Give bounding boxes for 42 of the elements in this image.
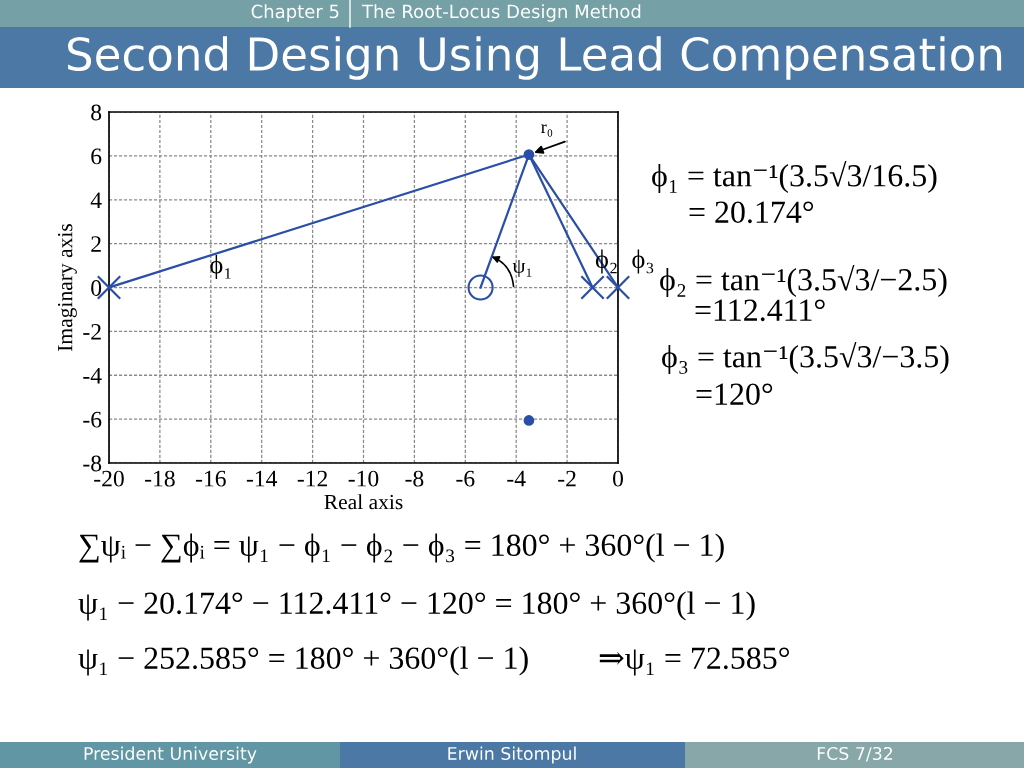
text: =112.411° [695,299,825,322]
chart-subtitle: The Root-Locus Design Method [361,4,641,22]
x-tick-label: -12 [297,470,328,487]
text: FCS 7/32 [817,746,893,762]
x-axis-title: Real axis [324,494,403,510]
text: ϕ₂ = tan⁻¹(3.5√3/−2.5) [660,264,947,298]
text: President University [84,746,257,764]
x-tick-label: 0 [613,470,623,487]
text: ψ₁ − 20.174° − 112.411° − 120° = 180° + 360°(l − 1) [78,591,755,621]
annotation: ψ₁ [512,259,532,277]
text: ϕ₃ = tan⁻¹(3.5√3/−3.5) [662,341,949,375]
y-axis-title: Imaginary axis [57,224,77,351]
text: = 20.174° [689,201,814,224]
text: ψ₁ − 252.585° = 180° + 360°(l − 1) [78,646,528,676]
y-tick-label: -4 [83,367,102,384]
chart-title: Second Design Using Lead Compensation [67,36,1002,80]
y-tick-label: 2 [91,236,101,252]
y-tick-label: -8 [83,455,102,472]
y-tick-label: 8 [91,104,102,121]
x-tick-label: -18 [145,470,175,487]
y-tick-label: 4 [90,192,102,208]
x-tick-label: -4 [507,470,526,487]
x-tick-label: -20 [94,470,124,487]
annotation: ϕ₁ [210,255,231,279]
x-tick-label: -8 [405,470,424,487]
x-tick-label: -10 [348,470,379,487]
text: ⇒ψ₁ = 72.585° [599,647,789,676]
x-tick-label: -6 [456,470,475,487]
y-tick-label: 0 [91,279,102,296]
y-tick-label: -6 [83,411,102,428]
x-tick-label: -14 [246,470,278,487]
y-tick-label: 6 [91,148,102,165]
text: ∑ψᵢ − ∑ϕᵢ = ψ₁ − ϕ₁ − ϕ₂ − ϕ₃ = 180° + 360°(l − 1) [79,533,724,563]
y-tick-label: -2 [83,323,101,340]
text: Chapter 5 [251,4,339,22]
x-tick-label: -2 [558,470,576,487]
x-tick-label: -16 [195,470,226,487]
annotation: ϕ₃ [632,249,654,274]
annotation: r₀ [541,124,553,137]
text: Erwin Sitompul [448,746,576,764]
text: ϕ₁ = tan⁻¹(3.5√3/16.5) [652,160,937,194]
text: =120° [696,383,773,405]
